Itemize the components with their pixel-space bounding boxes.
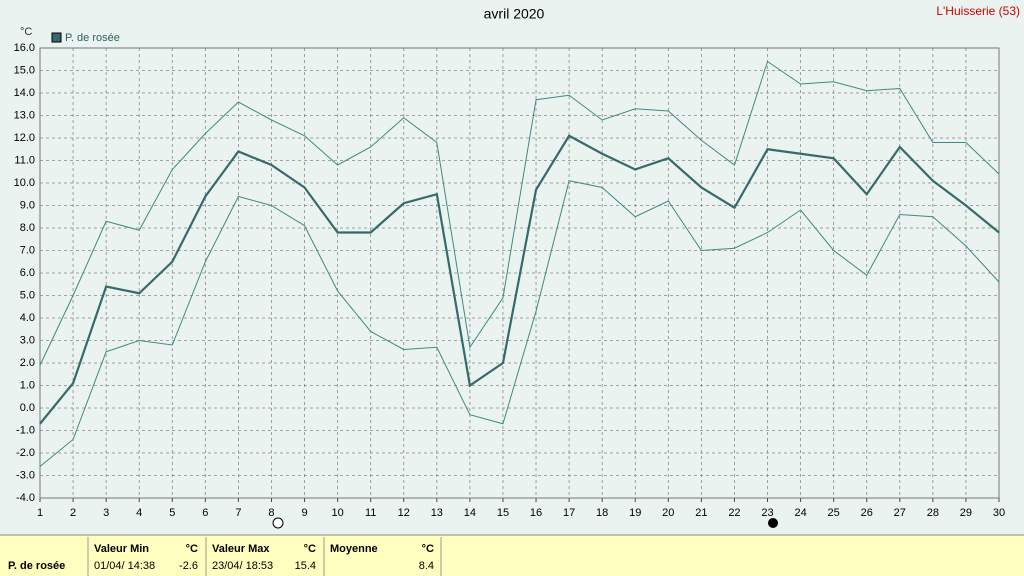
column-value: -2.6 [179, 560, 198, 572]
x-tick-label: 22 [728, 507, 740, 519]
y-tick-label: 16.0 [14, 42, 35, 54]
moon-icon [768, 518, 778, 528]
x-tick-label: 20 [662, 507, 674, 519]
y-tick-label: 12.0 [14, 132, 35, 144]
y-tick-label: 6.0 [20, 267, 35, 279]
y-tick-label: 0.0 [20, 402, 35, 414]
x-tick-label: 2 [70, 507, 76, 519]
y-tick-label: 14.0 [14, 87, 35, 99]
column-unit: °C [186, 543, 198, 555]
series-line [39, 60, 1000, 366]
x-tick-label: 21 [695, 507, 707, 519]
x-tick-label: 10 [331, 507, 343, 519]
x-tick-label: 24 [794, 507, 806, 519]
x-tick-label: 28 [927, 507, 939, 519]
x-tick-label: 26 [861, 507, 873, 519]
y-tick-label: 11.0 [14, 154, 35, 166]
column-value: 15.4 [295, 560, 316, 572]
y-tick-label: 9.0 [20, 199, 35, 211]
y-tick-label: 15.0 [14, 64, 35, 76]
y-tick-label: 10.0 [14, 177, 35, 189]
x-tick-label: 3 [103, 507, 109, 519]
x-tick-label: 16 [530, 507, 542, 519]
y-tick-label: -4.0 [16, 492, 35, 504]
legend-swatch [51, 32, 62, 43]
column-title: Moyenne [330, 543, 378, 555]
x-tick-label: 14 [464, 507, 476, 519]
x-tick-label: 18 [596, 507, 608, 519]
x-tick-label: 23 [761, 507, 773, 519]
x-tick-label: 4 [136, 507, 142, 519]
column-unit: °C [304, 543, 316, 555]
x-tick-label: 6 [202, 507, 208, 519]
column-unit: °C [422, 543, 434, 555]
x-tick-label: 29 [960, 507, 972, 519]
x-tick-label: 7 [235, 507, 241, 519]
y-tick-label: 5.0 [20, 289, 35, 301]
y-tick-label: 13.0 [14, 109, 35, 121]
column-value: 8.4 [419, 560, 434, 572]
x-tick-label: 19 [629, 507, 641, 519]
plot-border [39, 47, 1000, 499]
column-when: 23/04/ 18:53 [212, 560, 273, 572]
y-tick-label: 3.0 [20, 334, 35, 346]
moon-icon [272, 517, 284, 529]
x-tick-label: 30 [993, 507, 1005, 519]
x-tick-label: 13 [431, 507, 443, 519]
y-tick-label: 7.0 [20, 244, 35, 256]
column-when: 01/04/ 14:38 [94, 560, 155, 572]
x-tick-label: 9 [301, 507, 307, 519]
series-line [39, 134, 1000, 425]
series-line [39, 180, 1000, 467]
x-tick-label: 12 [398, 507, 410, 519]
y-tick-label: 1.0 [20, 379, 35, 391]
y-tick-label: -3.0 [16, 469, 35, 481]
y-tick-label: 8.0 [20, 222, 35, 234]
x-tick-label: 17 [563, 507, 575, 519]
y-tick-label: -2.0 [16, 447, 35, 459]
y-tick-label: 4.0 [20, 312, 35, 324]
x-tick-label: 5 [169, 507, 175, 519]
unit-label: °C [20, 26, 32, 38]
column-title: Valeur Max [212, 543, 270, 555]
location: L'Huisserie (53) [936, 4, 1020, 18]
legend-label: P. de rosée [65, 32, 120, 44]
x-tick-label: 11 [365, 507, 376, 519]
y-tick-label: -1.0 [16, 424, 35, 436]
x-tick-label: 1 [37, 507, 43, 519]
summary-label: P. de rosée [8, 560, 65, 572]
x-tick-label: 27 [894, 507, 906, 519]
y-tick-label: 2.0 [20, 357, 35, 369]
x-tick-label: 25 [828, 507, 840, 519]
chart-title: avril 2020 [484, 6, 545, 22]
column-title: Valeur Min [94, 543, 149, 555]
x-tick-label: 15 [497, 507, 509, 519]
x-tick-label: 8 [268, 507, 274, 519]
summary-panel [0, 535, 1024, 576]
